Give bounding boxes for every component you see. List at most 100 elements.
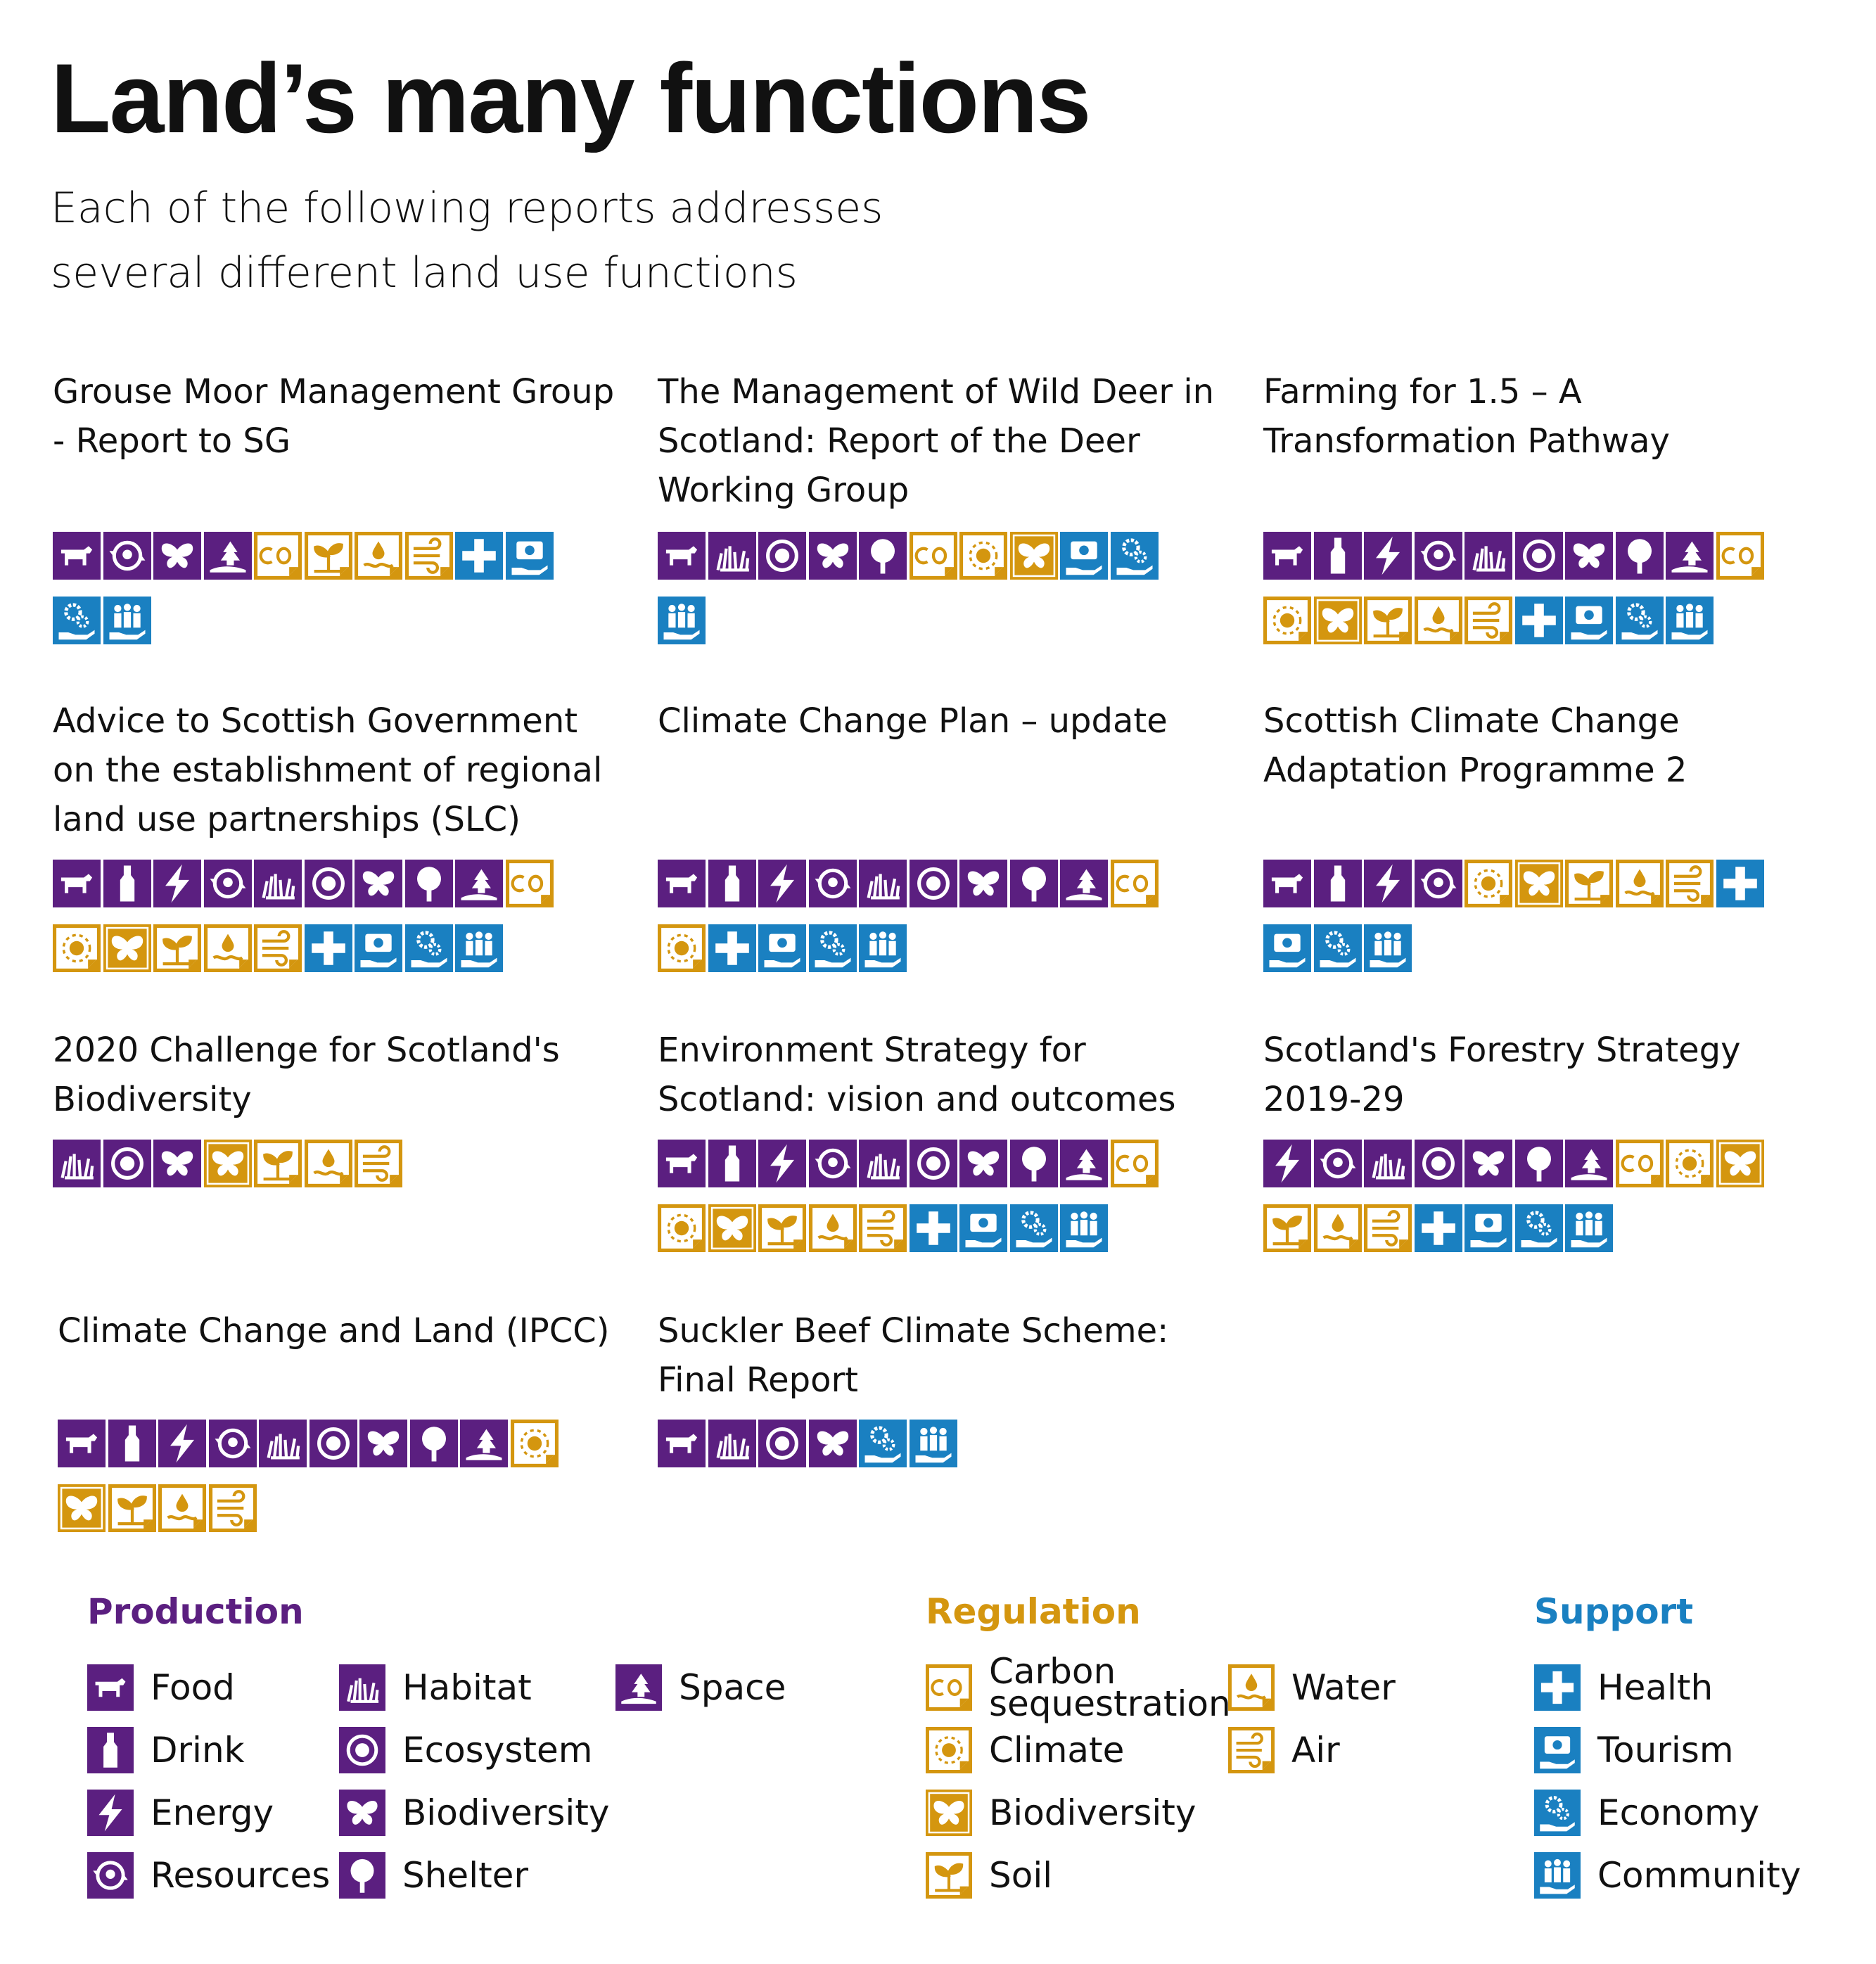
function-icon xyxy=(87,1852,134,1899)
function-icon xyxy=(1565,860,1613,907)
function-icon xyxy=(1615,532,1664,580)
function-icon xyxy=(1414,1204,1462,1252)
function-icon xyxy=(1313,860,1362,907)
function-icon xyxy=(1716,532,1764,580)
function-icon xyxy=(87,1664,134,1711)
function-icon xyxy=(1263,597,1311,644)
function-icon xyxy=(355,1140,402,1187)
function-icon xyxy=(1263,860,1311,907)
function-icon xyxy=(859,860,907,907)
function-icon xyxy=(1716,1140,1764,1187)
function-icon xyxy=(103,532,151,580)
function-icon xyxy=(808,532,857,580)
function-icon xyxy=(304,1140,352,1187)
function-icon xyxy=(1414,1140,1462,1187)
function-icon xyxy=(1110,532,1159,580)
function-icon xyxy=(1060,860,1108,907)
function-icon xyxy=(1263,924,1311,972)
function-icon xyxy=(859,1140,907,1187)
function-icon xyxy=(926,1727,972,1773)
function-icon xyxy=(1414,860,1462,907)
function-icon xyxy=(658,597,706,644)
function-icon xyxy=(1514,597,1563,644)
function-icon xyxy=(758,1204,806,1252)
legend-label: Space xyxy=(679,1667,786,1708)
function-icon xyxy=(1615,597,1664,644)
subtitle: Each of the following reports addresses … xyxy=(51,184,883,298)
function-icon xyxy=(1666,860,1714,907)
function-icon xyxy=(859,1204,907,1252)
function-icon xyxy=(959,860,1007,907)
function-icon xyxy=(455,532,503,580)
function-icon xyxy=(254,532,302,580)
function-icon xyxy=(158,1484,206,1532)
function-icon xyxy=(1364,532,1412,580)
function-icon xyxy=(1009,860,1058,907)
legend-label: Health xyxy=(1597,1667,1714,1708)
function-icon xyxy=(158,1420,206,1467)
function-icon xyxy=(909,1140,957,1187)
function-icon xyxy=(404,924,453,972)
function-icon xyxy=(1465,1140,1512,1187)
function-icon xyxy=(859,532,907,580)
function-icon xyxy=(926,1664,972,1711)
function-icon xyxy=(339,1664,385,1711)
function-icon xyxy=(304,924,352,972)
function-icon xyxy=(959,532,1007,580)
function-icon xyxy=(304,860,352,907)
function-icon xyxy=(859,1420,907,1467)
function-icon xyxy=(460,1420,508,1467)
function-icon xyxy=(859,924,907,972)
function-icon xyxy=(658,924,706,972)
function-icon xyxy=(909,1204,957,1252)
function-icon xyxy=(1263,1204,1311,1252)
report-title: Grouse Moor Management Group - Report to… xyxy=(53,372,615,461)
function-icon xyxy=(1364,597,1412,644)
function-icon xyxy=(404,532,453,580)
function-icon xyxy=(1666,1140,1714,1187)
function-icon xyxy=(1565,1204,1613,1252)
legend-label: Energy xyxy=(151,1792,274,1833)
function-icon xyxy=(1666,532,1714,580)
report-title: 2020 Challenge for Scotland's Biodiversi… xyxy=(53,1031,560,1119)
legend-label: Air xyxy=(1291,1730,1340,1771)
function-icon xyxy=(259,1420,307,1467)
function-icon xyxy=(758,1140,806,1187)
function-icon xyxy=(1009,532,1058,580)
function-icon xyxy=(1009,1204,1058,1252)
function-icon xyxy=(53,924,101,972)
function-icon xyxy=(1514,1204,1563,1252)
function-icon xyxy=(455,860,503,907)
legend-heading: Support xyxy=(1534,1591,1694,1632)
function-icon xyxy=(1465,1204,1512,1252)
function-icon xyxy=(1414,532,1462,580)
function-icon xyxy=(254,1140,302,1187)
function-icon xyxy=(1263,532,1311,580)
function-icon xyxy=(1615,860,1664,907)
function-icon xyxy=(304,532,352,580)
function-icon xyxy=(1060,1204,1108,1252)
function-icon xyxy=(1514,860,1563,907)
function-icon xyxy=(1364,860,1412,907)
function-icon xyxy=(1534,1727,1581,1773)
function-icon xyxy=(1565,532,1613,580)
function-icon xyxy=(658,1420,706,1467)
function-icon xyxy=(505,532,554,580)
report-title: Scotland's Forestry Strategy 2019-29 xyxy=(1263,1031,1741,1119)
function-icon xyxy=(1313,597,1362,644)
function-icon xyxy=(658,1204,706,1252)
function-icon xyxy=(708,532,756,580)
function-icon xyxy=(203,532,252,580)
function-icon xyxy=(510,1420,559,1467)
function-icon xyxy=(53,597,101,644)
function-icon xyxy=(309,1420,357,1467)
function-icon xyxy=(708,1140,756,1187)
function-icon xyxy=(808,1204,857,1252)
legend-label: Soil xyxy=(989,1855,1053,1896)
function-icon xyxy=(1534,1852,1581,1899)
legend-label: Climate xyxy=(989,1730,1125,1771)
legend-label: Shelter xyxy=(402,1855,529,1896)
report-title: Climate Change Plan – update xyxy=(658,701,1168,741)
function-icon xyxy=(108,1420,156,1467)
